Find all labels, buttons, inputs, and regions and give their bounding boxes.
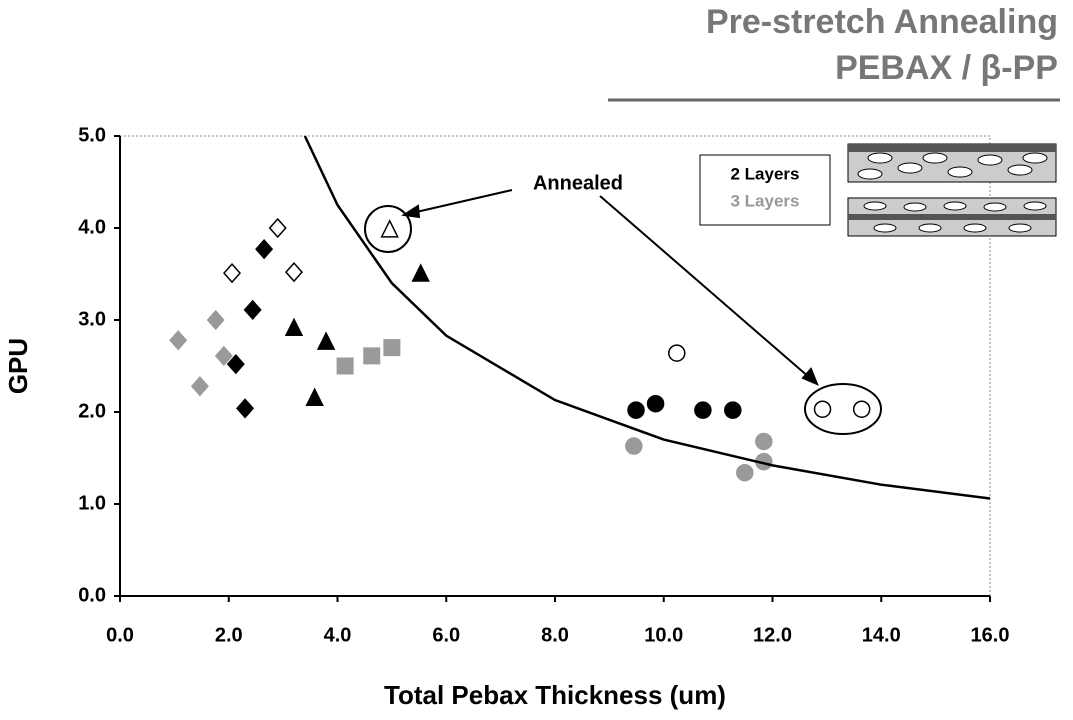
triangle-marker — [411, 263, 430, 282]
circle-marker — [755, 432, 773, 451]
legend-label: 3 Layers — [731, 191, 800, 210]
legend-box — [699, 154, 831, 226]
x-tick-label: 16.0 — [971, 624, 1010, 646]
chart-title: Pre-stretch Annealing — [706, 3, 1058, 41]
x-tick-label: 12.0 — [753, 624, 792, 646]
circle-marker — [852, 400, 871, 418]
y-tick-label: 5.0 — [78, 124, 106, 146]
square-marker — [363, 347, 381, 365]
x-tick-label: 0.0 — [106, 624, 134, 646]
circle-marker — [646, 394, 665, 413]
y-axis-label: GPU — [3, 338, 33, 394]
y-tick-label: 3.0 — [78, 308, 106, 330]
diamond-marker — [214, 345, 233, 367]
diamond-marker — [236, 398, 255, 419]
triangle-marker — [284, 317, 304, 337]
circle-marker — [694, 401, 712, 419]
diamond-marker — [190, 376, 209, 397]
square-marker — [336, 357, 354, 375]
diamond-marker — [243, 299, 262, 321]
triangle-marker — [316, 331, 336, 350]
diamond-marker — [268, 217, 287, 239]
circle-marker — [668, 344, 686, 362]
diamond-marker — [284, 262, 304, 283]
circle-marker — [627, 401, 645, 419]
x-tick-label: 4.0 — [324, 624, 352, 646]
x-tick-label: 6.0 — [432, 624, 460, 646]
x-tick-label: 2.0 — [215, 624, 243, 646]
circle-marker — [813, 400, 832, 418]
layer-diagram — [847, 143, 1057, 237]
circle-marker — [724, 401, 742, 419]
x-tick-label: 14.0 — [862, 624, 901, 646]
y-tick-label: 1.0 — [78, 492, 106, 514]
fit-curve — [303, 135, 991, 500]
chart-title: PEBAX / β-PP — [835, 49, 1058, 87]
square-marker — [383, 339, 401, 357]
diamond-marker — [223, 262, 242, 284]
legend-label: 2 Layers — [731, 164, 800, 183]
x-axis-label: Total Pebax Thickness (um) — [384, 680, 726, 710]
diamond-marker — [226, 354, 245, 375]
x-tick-label: 10.0 — [644, 624, 683, 646]
annotation: Annealed — [533, 172, 623, 194]
diamond-marker — [255, 239, 274, 260]
triangle-marker — [380, 219, 399, 238]
diamond-marker — [206, 309, 225, 331]
circle-marker — [625, 437, 643, 455]
x-tick-label: 8.0 — [541, 624, 569, 646]
y-tick-label: 2.0 — [78, 400, 106, 422]
triangle-marker — [305, 387, 324, 406]
annotation-arrows — [364, 189, 882, 435]
y-tick-label: 0.0 — [78, 584, 106, 606]
y-tick-label: 4.0 — [78, 216, 106, 238]
circle-marker — [736, 463, 754, 482]
diamond-marker — [169, 330, 188, 351]
